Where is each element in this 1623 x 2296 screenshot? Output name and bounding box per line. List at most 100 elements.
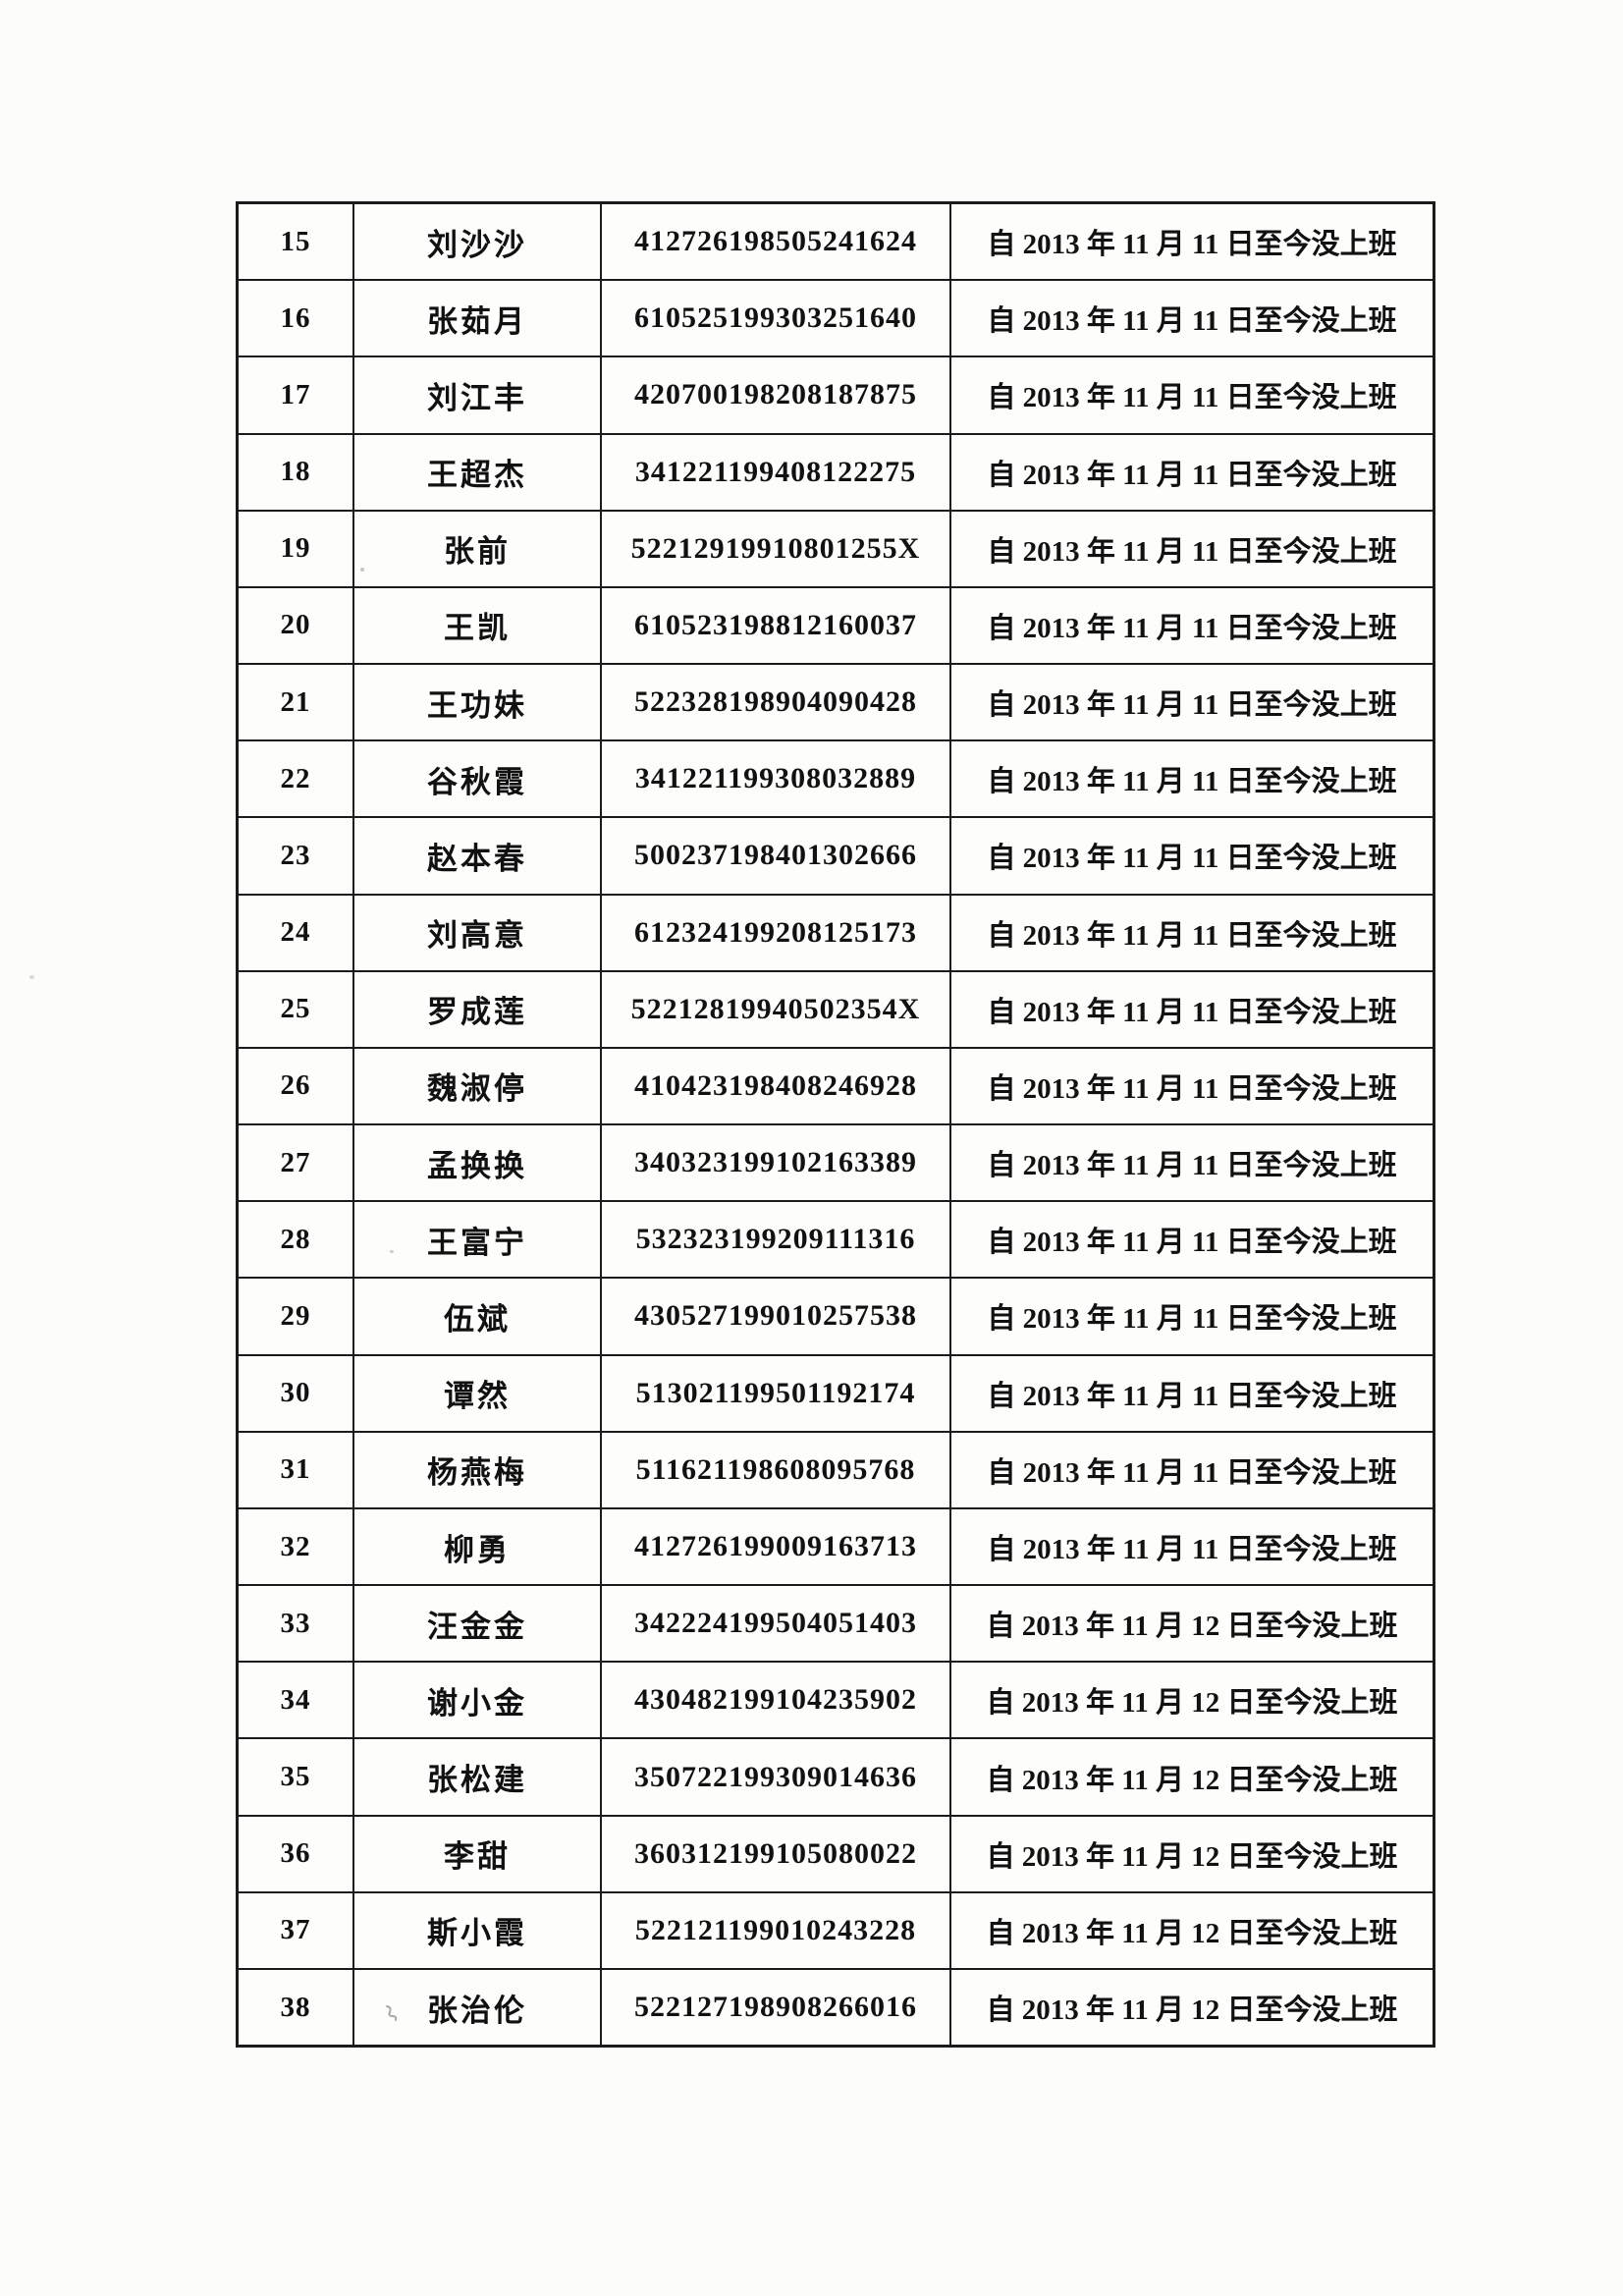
table-row: 28 王富宁 532323199209111316 自 2013 年 11 月 11 … <box>239 1202 1433 1280</box>
id-number-cell: 350722199309014636 <box>602 1739 951 1815</box>
id-number-cell: 500237198401302666 <box>602 818 951 894</box>
id-number-cell: 52212819940502354X <box>602 971 951 1047</box>
row-number-cell: 21 <box>239 665 354 740</box>
name-cell: 王超杰 <box>354 434 602 510</box>
status-cell: 自 2013 年 11 月 12 日至今没上班 <box>986 1687 1398 1720</box>
name-cell: 王富宁 <box>354 1202 602 1278</box>
id-number-cell: 610525199303251640 <box>602 281 951 356</box>
row-number-cell: 23 <box>239 818 354 894</box>
status-cell: 自 2013 年 11 月 11 日至今没上班 <box>987 459 1397 491</box>
table-row: 32 柳勇 412726199009163713 自 2013 年 11 月 11 日… <box>239 1508 1433 1587</box>
id-number-cell: 341221199408122275 <box>602 434 951 510</box>
id-number-cell: 522127198908266016 <box>602 1969 951 2046</box>
status-cell: 自 2013 年 11 月 11 日至今没上班 <box>987 843 1397 875</box>
id-number-cell: 341221199308032889 <box>602 741 951 817</box>
row-number-cell: 17 <box>239 357 354 433</box>
table-row: 23 赵本春 500237198401302666 自 2013 年 11 月 11 … <box>239 818 1433 896</box>
row-number-cell: 19 <box>239 511 354 586</box>
table-row: 27 孟换换 340323199102163389 自 2013 年 11 月 11 … <box>239 1125 1433 1203</box>
name-cell: 张前 <box>354 511 602 586</box>
status-cell: 自 2013 年 11 月 11 日至今没上班 <box>987 766 1397 798</box>
scan-speck <box>360 568 364 572</box>
status-cell: 自 2013 年 11 月 12 日至今没上班 <box>986 1917 1398 1949</box>
id-number-cell: 342224199504051403 <box>602 1586 951 1662</box>
table-row: 19 张前 52212919910801255X 自 2013 年 11 月 11 日… <box>239 511 1433 588</box>
id-number-cell: 532323199209111316 <box>602 1202 951 1278</box>
row-number-cell: 29 <box>239 1279 354 1354</box>
name-cell: 刘沙沙 <box>354 204 602 280</box>
status-cell: 自 2013 年 11 月 11 日至今没上班 <box>987 689 1397 722</box>
table-row: 16 张茹月 610525199303251640 自 2013 年 11 月 11 … <box>239 281 1433 358</box>
id-number-cell: 430482199104235902 <box>602 1663 951 1738</box>
table-row: 17 刘江丰 420700198208187875 自 2013 年 11 月 11 … <box>239 357 1433 435</box>
table-row: 38 张治伦 522127198908266016 自 2013 年 11 月 12 … <box>239 1969 1433 2046</box>
name-cell: 张治伦 <box>354 1969 602 2046</box>
table-row: 24 刘高意 612324199208125173 自 2013 年 11 月 11 … <box>239 895 1433 972</box>
table-row: 25 罗成莲 52212819940502354X 自 2013 年 11 月 11 … <box>239 971 1433 1049</box>
status-cell: 自 2013 年 11 月 11 日至今没上班 <box>987 1303 1397 1336</box>
status-cell: 自 2013 年 11 月 11 日至今没上班 <box>987 1150 1397 1182</box>
status-cell: 自 2013 年 11 月 12 日至今没上班 <box>986 1764 1398 1796</box>
status-cell: 自 2013 年 11 月 11 日至今没上班 <box>987 612 1397 644</box>
table-row: 31 杨燕梅 511621198608095768 自 2013 年 11 月 11 … <box>239 1432 1433 1509</box>
name-cell: 斯小霞 <box>354 1892 602 1968</box>
row-number-cell: 36 <box>239 1816 354 1891</box>
status-cell: 自 2013 年 11 月 12 日至今没上班 <box>986 1611 1398 1643</box>
row-number-cell: 30 <box>239 1355 354 1431</box>
scan-speck <box>390 1250 394 1253</box>
name-cell: 谢小金 <box>354 1663 602 1738</box>
id-number-cell: 513021199501192174 <box>602 1355 951 1431</box>
row-number-cell: 16 <box>239 281 354 356</box>
attendance-table: 15 刘沙沙 412726198505241624 自 2013 年 11 月 11 … <box>236 201 1435 2048</box>
name-cell: 孟换换 <box>354 1125 602 1201</box>
row-number-cell: 18 <box>239 434 354 510</box>
status-cell: 自 2013 年 11 月 12 日至今没上班 <box>986 1840 1398 1873</box>
row-number-cell: 27 <box>239 1125 354 1201</box>
name-cell: 罗成莲 <box>354 971 602 1047</box>
table-row: 36 李甜 360312199105080022 自 2013 年 11 月 12 日… <box>239 1816 1433 1893</box>
name-cell: 刘高意 <box>354 895 602 970</box>
row-number-cell: 32 <box>239 1508 354 1585</box>
id-number-cell: 420700198208187875 <box>602 357 951 433</box>
id-number-cell: 511621198608095768 <box>602 1432 951 1507</box>
table-row: 34 谢小金 430482199104235902 自 2013 年 11 月 12 … <box>239 1663 1433 1740</box>
id-number-cell: 410423198408246928 <box>602 1048 951 1124</box>
row-number-cell: 25 <box>239 971 354 1047</box>
row-number-cell: 38 <box>239 1969 354 2046</box>
row-number-cell: 15 <box>239 204 354 280</box>
table-row: 30 谭然 513021199501192174 自 2013 年 11 月 11 日… <box>239 1355 1433 1433</box>
id-number-cell: 360312199105080022 <box>602 1816 951 1891</box>
table-row: 26 魏淑停 410423198408246928 自 2013 年 11 月 11 … <box>239 1048 1433 1126</box>
status-cell: 自 2013 年 11 月 11 日至今没上班 <box>987 305 1397 338</box>
status-cell: 自 2013 年 11 月 11 日至今没上班 <box>987 919 1397 952</box>
table-row: 33 汪金金 342224199504051403 自 2013 年 11 月 12 … <box>239 1586 1433 1664</box>
row-number-cell: 31 <box>239 1432 354 1507</box>
row-number-cell: 28 <box>239 1202 354 1278</box>
row-number-cell: 24 <box>239 895 354 970</box>
row-number-cell: 20 <box>239 587 354 664</box>
name-cell: 伍斌 <box>354 1279 602 1354</box>
name-cell: 张松建 <box>354 1739 602 1815</box>
table-row: 18 王超杰 341221199408122275 自 2013 年 11 月 11 … <box>239 434 1433 512</box>
id-number-cell: 522121199010243228 <box>602 1892 951 1968</box>
row-number-cell: 37 <box>239 1892 354 1968</box>
row-number-cell: 33 <box>239 1586 354 1662</box>
table-row: 22 谷秋霞 341221199308032889 自 2013 年 11 月 11 … <box>239 741 1433 819</box>
id-number-cell: 52212919910801255X <box>602 511 951 586</box>
id-number-cell: 610523198812160037 <box>602 587 951 664</box>
id-number-cell: 430527199010257538 <box>602 1279 951 1354</box>
table-row: 35 张松建 350722199309014636 自 2013 年 11 月 12 … <box>239 1739 1433 1817</box>
id-number-cell: 522328198904090428 <box>602 665 951 740</box>
status-cell: 自 2013 年 11 月 11 日至今没上班 <box>987 1534 1397 1565</box>
status-cell: 自 2013 年 11 月 11 日至今没上班 <box>987 1456 1397 1489</box>
id-number-cell: 412726199009163713 <box>602 1508 951 1585</box>
status-cell: 自 2013 年 11 月 11 日至今没上班 <box>987 1072 1397 1105</box>
name-cell: 张茹月 <box>354 281 602 356</box>
name-cell: 刘江丰 <box>354 357 602 433</box>
table-row: 20 王凯 610523198812160037 自 2013 年 11 月 11 日… <box>239 587 1433 666</box>
name-cell: 柳勇 <box>354 1508 602 1585</box>
name-cell: 杨燕梅 <box>354 1432 602 1507</box>
status-cell: 自 2013 年 11 月 11 日至今没上班 <box>987 996 1397 1028</box>
name-cell: 谷秋霞 <box>354 741 602 817</box>
